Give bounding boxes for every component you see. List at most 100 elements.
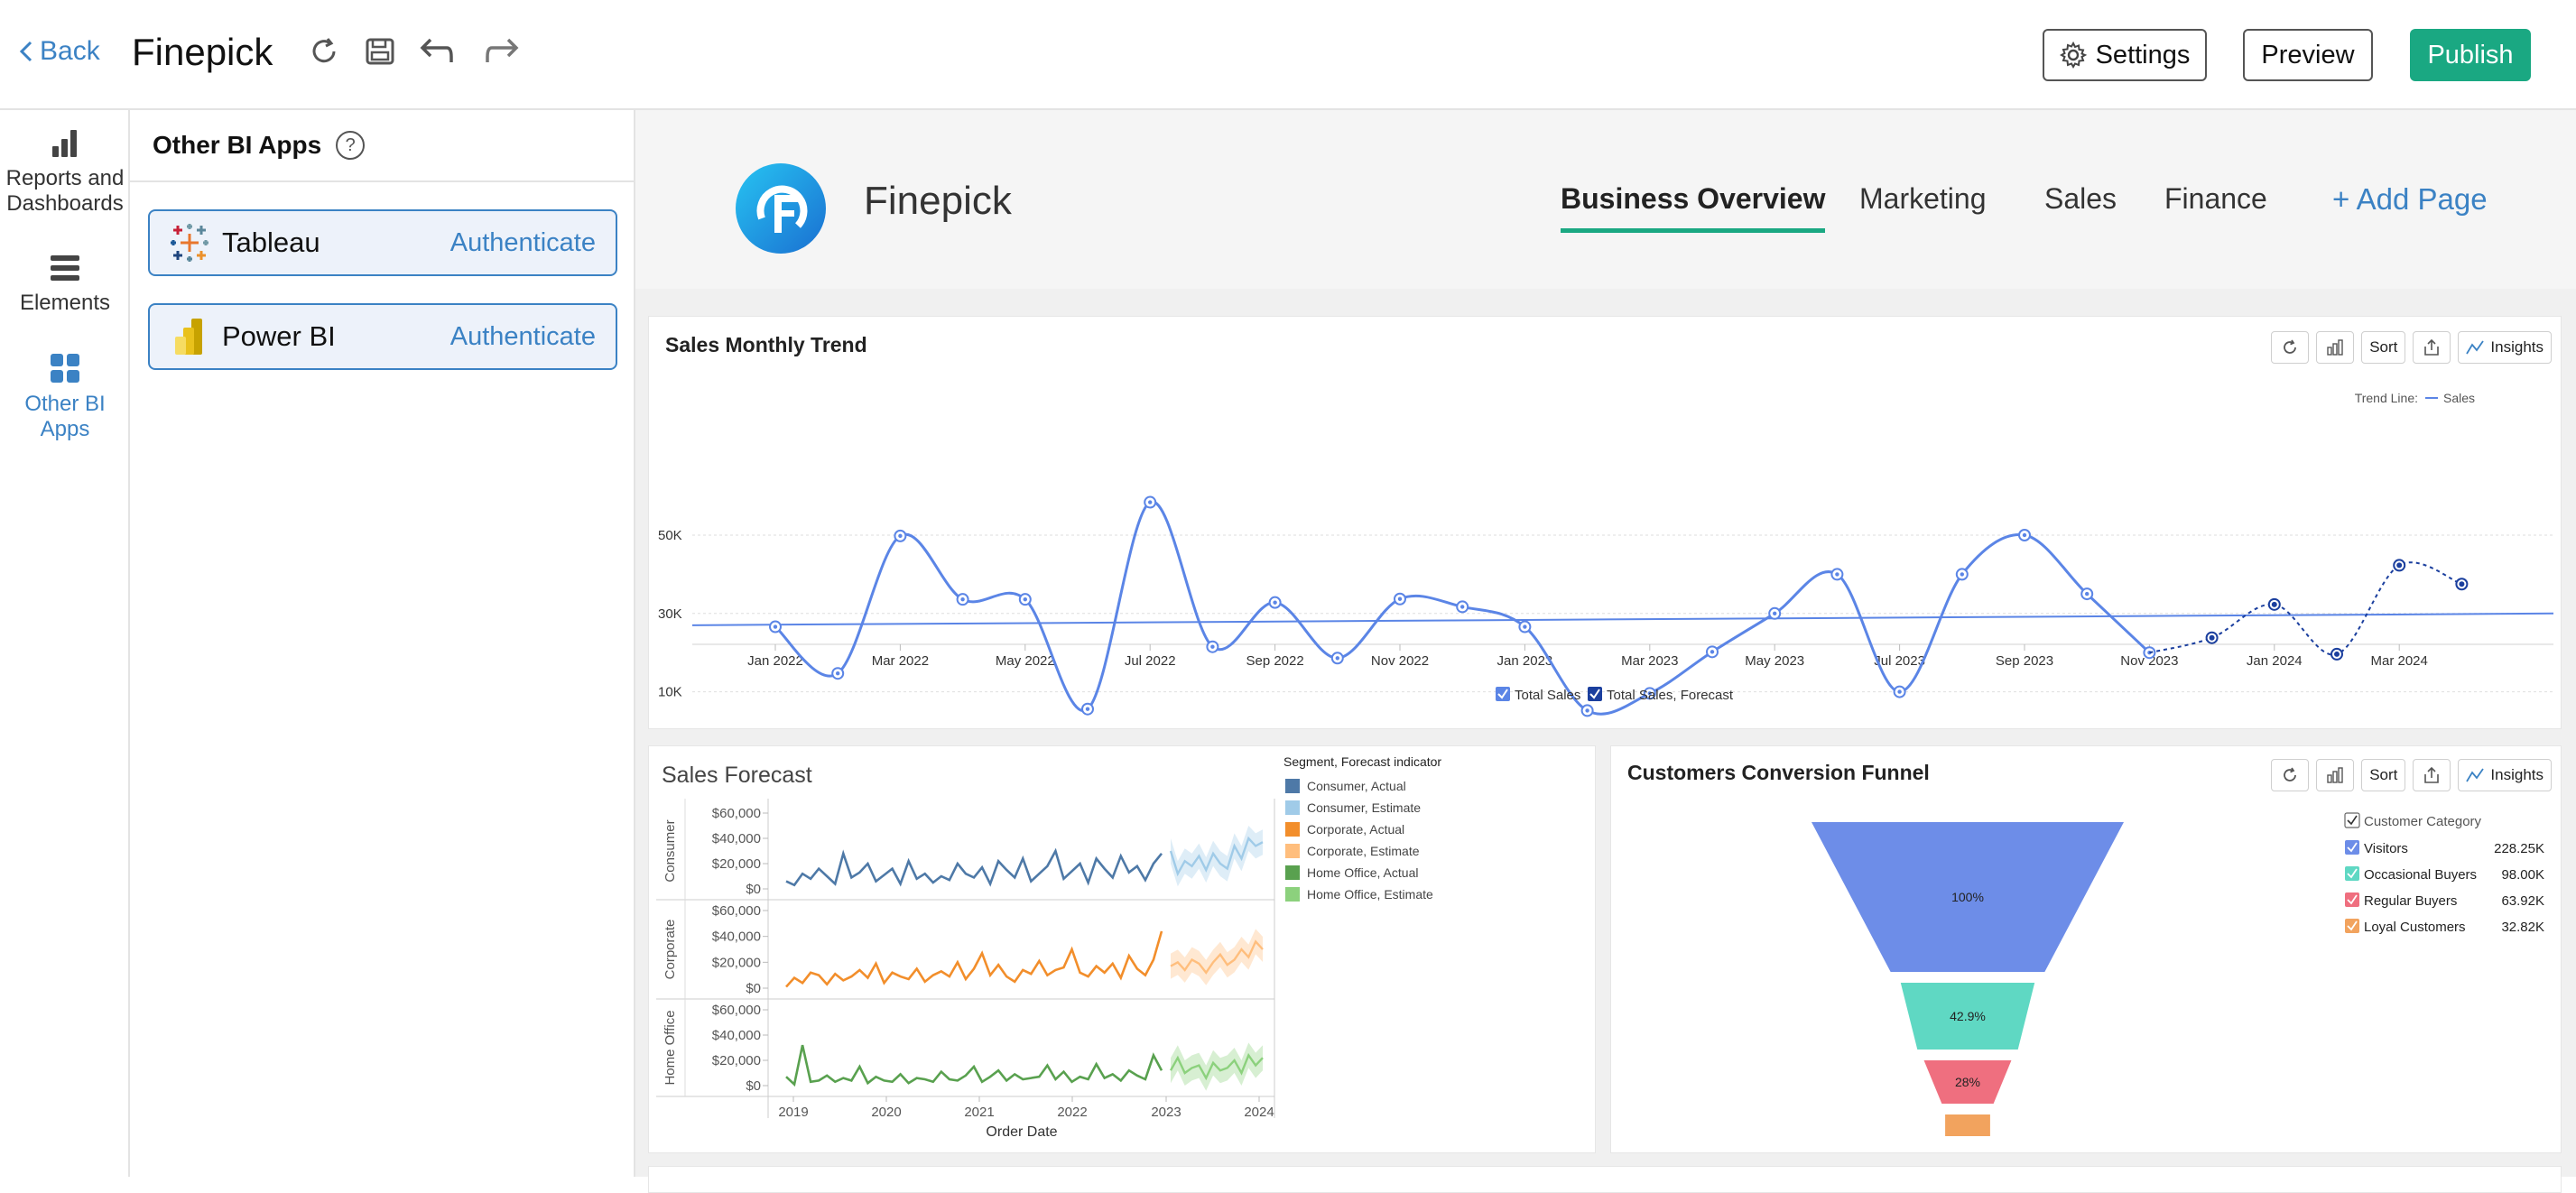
y-tick-label: $40,000: [712, 1028, 761, 1043]
legend-total-sales-forecast: Total Sales, Forecast: [1607, 688, 1734, 703]
x-tick-label: May 2022: [996, 653, 1055, 669]
funnel-stage[interactable]: [1923, 1060, 2012, 1104]
data-point-core: [2334, 651, 2340, 657]
legend-checkbox[interactable]: [2345, 840, 2359, 855]
insights-button[interactable]: Insights: [2458, 331, 2552, 364]
y-tick-label: 30K: [658, 606, 682, 622]
legend-swatch[interactable]: [1285, 844, 1300, 858]
funnel-stage[interactable]: [1812, 822, 2124, 972]
data-point-core: [1460, 605, 1465, 609]
help-icon[interactable]: ?: [336, 131, 366, 160]
site-brand: Finepick: [864, 179, 1012, 223]
legend-checkbox[interactable]: [2345, 892, 2359, 907]
legend-stage-value: 32.82K: [2501, 920, 2544, 935]
bar-chart-icon: [2327, 767, 2343, 783]
settings-button[interactable]: Settings: [2043, 29, 2207, 81]
undo-icon[interactable]: [415, 31, 457, 72]
data-point-core: [1585, 708, 1589, 713]
tab-marketing[interactable]: Marketing: [1859, 182, 1987, 215]
save-icon[interactable]: [359, 31, 401, 72]
gear-icon: [2059, 42, 2087, 69]
funnel-stage[interactable]: [1945, 1114, 1990, 1136]
preview-button[interactable]: Preview: [2243, 29, 2373, 81]
x-tick-label: 2019: [778, 1105, 808, 1120]
data-point-core: [1335, 656, 1339, 661]
rail-item-elements[interactable]: Elements: [0, 253, 130, 316]
authenticate-tableau-button[interactable]: Authenticate: [449, 227, 596, 257]
funnel-toolbar: Sort Insights: [2271, 759, 2552, 791]
funnel-stage-label: 28%: [1955, 1075, 1980, 1089]
legend-item: Home Office, Estimate: [1307, 887, 1433, 902]
legend-swatch[interactable]: [1285, 800, 1300, 815]
data-point-core: [1835, 572, 1839, 577]
data-point-core: [773, 624, 778, 629]
series-line-actual: [785, 930, 1163, 988]
series-line-estimate: [1169, 1052, 1264, 1081]
bar-chart-icon: [52, 130, 77, 157]
rail-item-reports[interactable]: Reports and Dashboards: [0, 128, 130, 217]
sort-button[interactable]: Sort: [2361, 759, 2406, 791]
refresh-widget-button[interactable]: [2271, 759, 2310, 791]
y-tick-label: $20,000: [712, 1053, 761, 1068]
sort-button[interactable]: Sort: [2361, 331, 2406, 364]
legend-checkbox[interactable]: [2345, 919, 2359, 933]
chart-title-funnel: Customers Conversion Funnel: [1627, 761, 1930, 784]
legend-swatch[interactable]: [1285, 779, 1300, 793]
series-line-actual: [785, 847, 1163, 887]
y-tick-label: 10K: [658, 685, 682, 700]
insights-button[interactable]: Insights: [2458, 759, 2552, 791]
publish-button[interactable]: Publish: [2410, 29, 2531, 81]
data-point-core: [1210, 644, 1215, 649]
funnel-stage-label: 42.9%: [1950, 1009, 1986, 1023]
app-card-tableau[interactable]: Tableau Authenticate: [148, 209, 617, 276]
series-line-actual: [785, 1044, 1163, 1087]
tab-business-overview[interactable]: Business Overview: [1561, 182, 1826, 233]
export-button[interactable]: [2413, 331, 2451, 364]
export-button[interactable]: [2413, 759, 2451, 791]
app-card-power-bi[interactable]: Power BI Authenticate: [148, 303, 617, 370]
data-point-core: [1897, 689, 1902, 694]
legend-swatch[interactable]: [1285, 887, 1300, 902]
authenticate-power-bi-button[interactable]: Authenticate: [449, 321, 596, 351]
finepick-logo-icon: [736, 163, 826, 254]
y-tick-label: $0: [746, 981, 761, 996]
y-tick-label: 50K: [658, 528, 682, 543]
legend-total-sales: Total Sales: [1515, 688, 1580, 703]
legend-swatch-forecast[interactable]: [1588, 687, 1602, 701]
refresh-icon[interactable]: [303, 31, 345, 72]
chart-type-button[interactable]: [2316, 331, 2355, 364]
chart-title-sales-forecast: Sales Forecast: [662, 763, 812, 788]
rail-item-other-bi-apps[interactable]: Other BI Apps: [0, 352, 130, 442]
row-label: Corporate: [663, 920, 678, 980]
legend-swatch[interactable]: [1285, 822, 1300, 837]
refresh-widget-button[interactable]: [2271, 331, 2310, 364]
legend-swatch-total-sales[interactable]: [1496, 687, 1510, 701]
forecast-legend-title: Segment, Forecast indicator: [1283, 754, 1441, 769]
data-point-core: [2459, 581, 2465, 587]
chart-type-button[interactable]: [2316, 759, 2355, 791]
data-point-core: [2396, 562, 2403, 569]
series-line-estimate: [1170, 939, 1264, 975]
legend-stage-value: 63.92K: [2501, 893, 2544, 909]
redo-icon[interactable]: [482, 31, 524, 72]
legend-checkbox-all[interactable]: [2344, 812, 2360, 828]
back-button[interactable]: Back: [18, 36, 100, 67]
share-icon: [2424, 766, 2440, 783]
data-point-core: [1647, 691, 1653, 696]
data-point-core: [2085, 591, 2090, 596]
back-label: Back: [40, 36, 100, 66]
legend-swatch[interactable]: [1285, 865, 1300, 880]
x-tick-label: Jan 2022: [747, 653, 803, 669]
y-tick-label: $20,000: [712, 856, 761, 872]
tab-finance[interactable]: Finance: [2164, 182, 2267, 215]
tab-sales[interactable]: Sales: [2044, 182, 2117, 215]
legend-stage-name: Regular Buyers: [2364, 893, 2457, 909]
x-tick-label: May 2023: [1745, 653, 1804, 669]
add-page-button[interactable]: + Add Page: [2332, 182, 2488, 216]
grid-icon: [51, 354, 79, 383]
funnel-stage[interactable]: [1900, 983, 2035, 1050]
insights-icon: [2466, 340, 2485, 355]
legend-checkbox[interactable]: [2345, 866, 2359, 881]
x-tick-label: Jul 2022: [1125, 653, 1176, 669]
data-point-core: [2271, 601, 2277, 607]
